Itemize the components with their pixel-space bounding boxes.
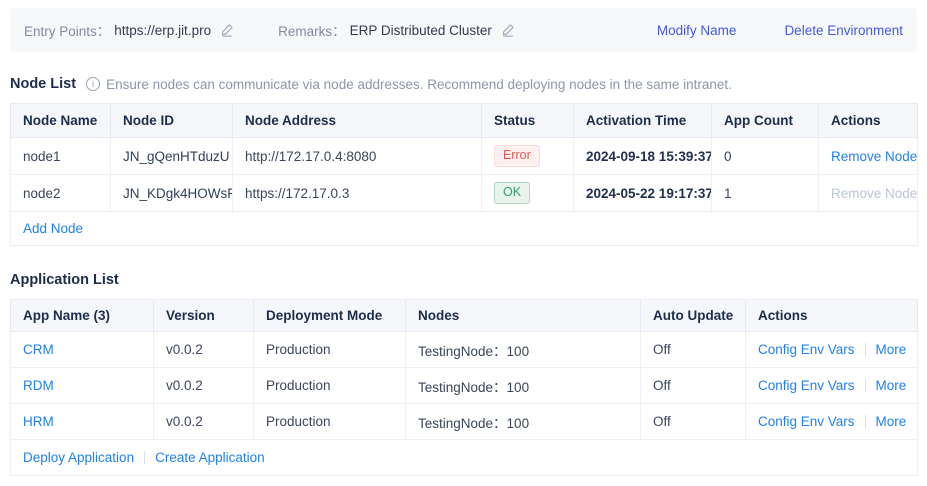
environment-header-bar: Entry Points： https://erp.jit.pro Remark… (10, 8, 917, 52)
col-app-actions: Actions (745, 299, 918, 332)
app-name-link[interactable]: CRM (23, 342, 54, 357)
remove-node-link-disabled: Remove Node (831, 185, 918, 201)
col-app-name: App Name (3) (10, 299, 154, 332)
col-nodes: Nodes (405, 299, 641, 332)
action-divider (864, 343, 866, 356)
entry-points-value: https://erp.jit.pro (114, 22, 212, 38)
col-node-address: Node Address (232, 103, 482, 138)
col-node-name: Node Name (10, 103, 111, 138)
auto-update: Off (640, 331, 746, 368)
node-id: JN_gQenHTduzU (110, 137, 233, 175)
config-env-vars-link[interactable]: Config Env Vars (758, 342, 855, 357)
col-node-id: Node ID (110, 103, 233, 138)
modify-name-link[interactable]: Modify Name (656, 22, 737, 38)
more-link[interactable]: More (875, 378, 907, 393)
application-table: App Name (3) Version Deployment Mode Nod… (10, 299, 918, 476)
application-list-title: Application List (10, 272, 119, 288)
app-count: 1 (711, 174, 819, 212)
config-env-vars-link[interactable]: Config Env Vars (758, 414, 855, 429)
table-row: RDM v0.0.2 Production TestingNode：100 Of… (10, 367, 918, 404)
create-application-link[interactable]: Create Application (155, 450, 265, 465)
application-list-header: Application List (10, 272, 917, 288)
app-name-link[interactable]: RDM (23, 378, 54, 393)
app-table-footer-row: Deploy Application Create Application (10, 439, 918, 476)
app-nodes: TestingNode：100 (405, 331, 641, 368)
edit-pencil-icon (222, 24, 233, 37)
app-table-header-row: App Name (3) Version Deployment Mode Nod… (10, 299, 918, 332)
col-auto-update: Auto Update (640, 299, 746, 332)
deployment-mode: Production (253, 331, 406, 368)
node-address: http://172.17.0.4:8080 (232, 137, 482, 175)
remarks-label: Remarks： (278, 24, 346, 39)
info-circle-icon: i (86, 77, 101, 91)
remarks-field: Remarks： ERP Distributed Cluster (278, 20, 515, 40)
node-address: https://172.17.0.3 (232, 174, 482, 212)
auto-update: Off (640, 403, 746, 440)
action-divider (144, 451, 146, 464)
more-link[interactable]: More (875, 342, 907, 357)
deploy-application-link[interactable]: Deploy Application (23, 450, 135, 465)
node-list-hint: i Ensure nodes can communicate via node … (86, 77, 732, 92)
app-version: v0.0.2 (153, 367, 254, 404)
table-row: CRM v0.0.2 Production TestingNode：100 Of… (10, 331, 918, 368)
col-activation-time: Activation Time (573, 103, 712, 138)
app-version: v0.0.2 (153, 331, 254, 368)
add-node-link[interactable]: Add Node (23, 221, 84, 236)
config-env-vars-link[interactable]: Config Env Vars (758, 378, 855, 393)
deployment-mode: Production (253, 403, 406, 440)
status-badge: Error (494, 145, 540, 167)
action-divider (864, 415, 866, 428)
node-list-title: Node List (10, 76, 77, 92)
col-app-count: App Count (711, 103, 819, 138)
app-name-link[interactable]: HRM (23, 414, 54, 429)
add-node-row: Add Node (10, 211, 918, 246)
delete-environment-link[interactable]: Delete Environment (784, 22, 903, 38)
node-table: Node Name Node ID Node Address Status Ac… (10, 103, 918, 246)
table-row: HRM v0.0.2 Production TestingNode：100 Of… (10, 403, 918, 440)
node-table-header-row: Node Name Node ID Node Address Status Ac… (10, 103, 918, 138)
remove-node-link[interactable]: Remove Node (831, 148, 918, 164)
app-nodes: TestingNode：100 (405, 367, 641, 404)
col-actions: Actions (818, 103, 918, 138)
deployment-mode: Production (253, 367, 406, 404)
edit-pencil-icon (502, 24, 514, 37)
table-row: node1 JN_gQenHTduzU http://172.17.0.4:80… (10, 137, 918, 175)
col-version: Version (153, 299, 254, 332)
node-list-hint-text: Ensure nodes can communicate via node ad… (106, 76, 732, 92)
status-badge: OK (494, 182, 531, 204)
edit-remarks-button[interactable] (501, 23, 515, 37)
edit-entry-points-button[interactable] (220, 23, 234, 37)
node-list-header: Node List i Ensure nodes can communicate… (10, 76, 917, 92)
action-divider (864, 379, 866, 392)
table-row: node2 JN_KDgk4HOWsF https://172.17.0.3 O… (10, 174, 918, 212)
col-deployment-mode: Deployment Mode (253, 299, 406, 332)
more-link[interactable]: More (875, 414, 907, 429)
node-id: JN_KDgk4HOWsF (110, 174, 233, 212)
node-name: node1 (10, 137, 111, 175)
entry-points-field: Entry Points： https://erp.jit.pro (24, 20, 234, 40)
remarks-value: ERP Distributed Cluster (349, 22, 492, 38)
app-nodes: TestingNode：100 (405, 403, 641, 440)
entry-points-label: Entry Points： (24, 24, 111, 39)
node-name: node2 (10, 174, 111, 212)
col-status: Status (481, 103, 574, 138)
activation-time: 2024-09-18 15:39:37 (573, 137, 712, 175)
app-count: 0 (711, 137, 819, 175)
app-version: v0.0.2 (153, 403, 254, 440)
auto-update: Off (640, 367, 746, 404)
activation-time: 2024-05-22 19:17:37 (573, 174, 712, 212)
